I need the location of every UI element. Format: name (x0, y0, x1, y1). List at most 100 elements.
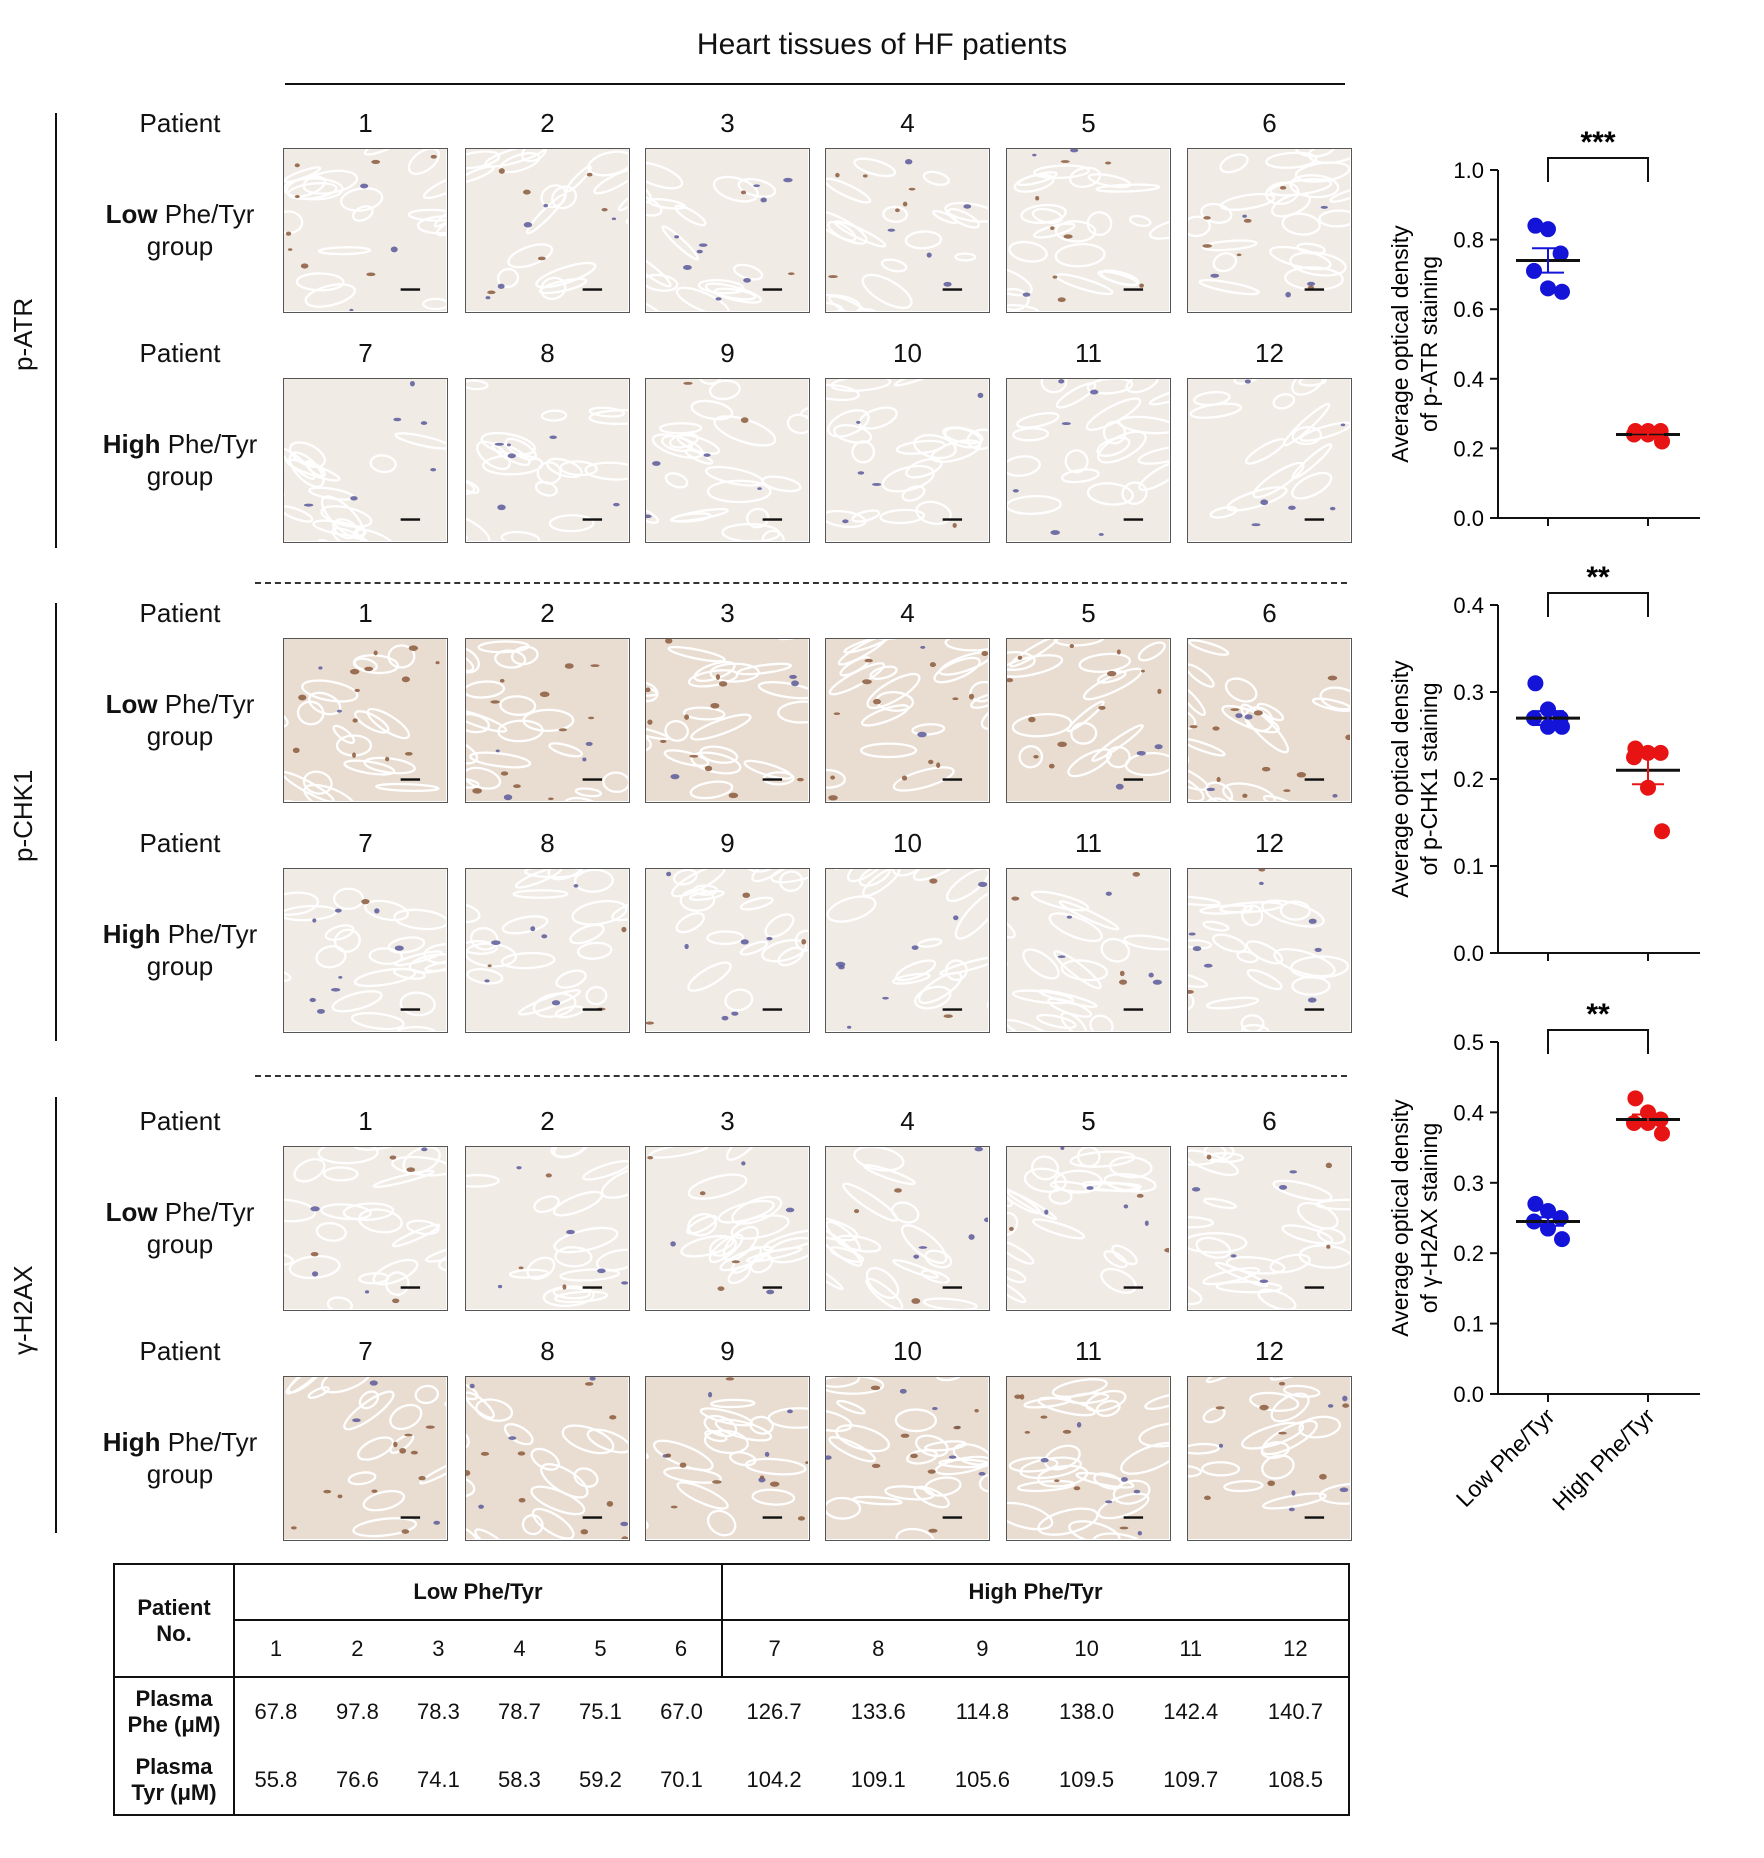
patient-number: 10 (893, 828, 922, 858)
low-group-label: Low Phe/Tyr group (80, 688, 280, 752)
y-axis-label: Average optical density (1387, 1099, 1413, 1337)
value-cell: 133.6 (850, 1698, 906, 1724)
low-group-label: Low Phe/Tyr group (80, 198, 280, 262)
group-word: group (146, 231, 214, 261)
micrograph-tile (645, 638, 810, 803)
micrograph-tile (283, 638, 448, 803)
patient-number-cell: 4 (513, 1635, 526, 1661)
group-level: High (102, 919, 161, 949)
value-cell: 76.6 (336, 1766, 379, 1792)
patient-number-cell: 3 (432, 1635, 445, 1661)
micrograph-tile (283, 1146, 448, 1311)
data-point (1540, 701, 1556, 718)
patient-number-row: 1 2 3 4 5 6 7 8 9 10 11 12 (114, 1620, 1349, 1677)
patient-number: 2 (540, 1106, 555, 1136)
micrograph-tile (1187, 148, 1352, 313)
phe-tyr-text: Phe/Tyr (157, 199, 255, 229)
group-word: group (146, 951, 214, 981)
value-cell: 67.8 (254, 1698, 298, 1724)
patient-number-cell: 8 (872, 1635, 885, 1661)
data-point (1626, 1114, 1642, 1131)
value-cell: 97.8 (336, 1698, 379, 1724)
y-tick-label: 0.2 (1453, 436, 1484, 461)
data-point (1526, 710, 1542, 727)
micrograph-tile (645, 868, 810, 1033)
data-point (1640, 1104, 1656, 1121)
value-cell: 67.0 (660, 1698, 703, 1724)
value-cell: 114.8 (955, 1698, 1010, 1724)
patient-number: 4 (900, 1106, 915, 1136)
data-point (1652, 423, 1669, 439)
micrograph-tile (465, 868, 630, 1033)
data-point (1554, 718, 1570, 735)
data-point (1640, 423, 1656, 439)
micrograph-tile (1006, 378, 1171, 543)
y-axis-label: Average optical density (1387, 225, 1413, 463)
y-tick-label: 0.4 (1453, 367, 1484, 392)
micrograph-tile (283, 378, 448, 543)
data-point (1540, 1220, 1556, 1237)
data-point (1654, 433, 1670, 450)
patient-number-cell: 11 (1179, 1635, 1203, 1661)
y-tick-label: 0.3 (1453, 680, 1484, 705)
y-tick-label: 0.5 (1453, 1030, 1484, 1055)
micrograph-tile (645, 1376, 810, 1541)
data-point (1526, 1213, 1542, 1230)
micrograph-tile (465, 1146, 630, 1311)
y-tick-label: 0.2 (1453, 767, 1484, 792)
micrograph-tile (825, 148, 990, 313)
data-point (1640, 779, 1656, 796)
value-cell: 109.1 (850, 1766, 906, 1792)
group-word: group (146, 1459, 214, 1489)
high-group-label: High Phe/Tyr group (80, 428, 280, 492)
y-tick-label: 0.1 (1453, 854, 1484, 879)
patient-number-cell: 7 (768, 1635, 781, 1661)
group-level: Low (105, 1197, 158, 1227)
phe-row: Plasma Phe (μM) 67.8 97.8 78.3 78.7 75.1 67.0 12… (114, 1677, 1349, 1745)
patient-number: 3 (720, 108, 735, 138)
x-category-label: Low Phe/Tyr (1451, 1403, 1560, 1512)
patient-number: 6 (1262, 1106, 1277, 1136)
row-label: Plasma Phe (μM) (114, 1677, 235, 1745)
micrograph-tile (465, 638, 630, 803)
value-cell: 70.1 (660, 1766, 703, 1792)
patient-number: 8 (540, 828, 555, 858)
y-tick-label: 0.4 (1453, 593, 1484, 618)
patient-number: 4 (900, 108, 915, 138)
value-cell: 55.8 (254, 1766, 298, 1792)
patient-number: 12 (1255, 1336, 1284, 1366)
patient-label: Patient (139, 1106, 221, 1136)
data-point (1527, 217, 1544, 234)
data-point (1540, 1202, 1556, 1219)
data-point (1627, 1090, 1644, 1107)
patient-number: 5 (1081, 598, 1096, 628)
data-point (1627, 423, 1644, 439)
phe-tyr-text: Phe/Tyr (160, 1427, 258, 1457)
group-level: Low (105, 689, 158, 719)
micrograph-tile (1006, 868, 1171, 1033)
patient-label: Patient (139, 1336, 221, 1366)
data-point (1526, 262, 1542, 279)
data-point (1554, 283, 1570, 300)
micrograph-tile (825, 1146, 990, 1311)
patient-number: 11 (1075, 338, 1102, 368)
patient-number: 8 (540, 1336, 555, 1366)
y-tick-label: 0.3 (1453, 1171, 1484, 1196)
micrograph-tile (465, 378, 630, 543)
micrograph-tile (645, 378, 810, 543)
value-cell: 58.3 (498, 1766, 541, 1792)
micrograph-tile (645, 148, 810, 313)
y-axis-label: of p-ATR staining (1416, 256, 1442, 432)
data-point (1540, 221, 1556, 238)
value-cell: 109.5 (1059, 1766, 1115, 1792)
panel-divider-vertical (55, 113, 57, 548)
patient-number-cell: 12 (1283, 1635, 1308, 1661)
data-point (1654, 1125, 1670, 1142)
data-point (1652, 744, 1669, 761)
patient-number: 10 (893, 1336, 922, 1366)
data-point (1527, 1195, 1544, 1212)
patient-number: 9 (720, 1336, 735, 1366)
micrograph-tile (1006, 1376, 1171, 1541)
data-point (1626, 426, 1642, 443)
